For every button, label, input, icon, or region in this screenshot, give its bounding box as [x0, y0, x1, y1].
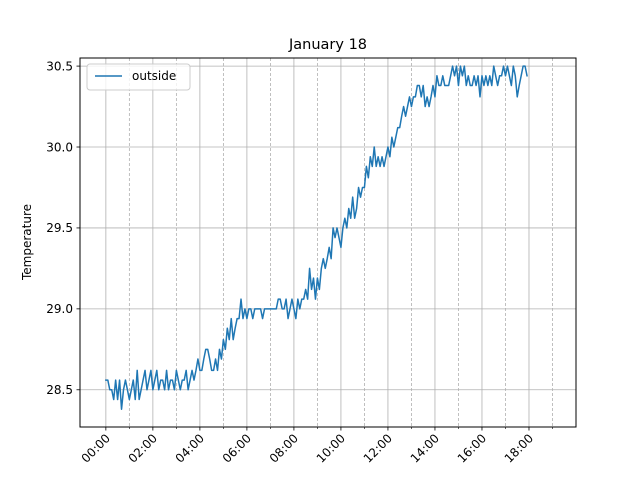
y-tick-label: 29.0: [46, 302, 73, 316]
plot-frame: [79, 57, 577, 428]
y-axis-label: Temperature: [20, 204, 34, 281]
series-line-outside: [105, 65, 528, 410]
legend: outside: [86, 63, 191, 91]
y-tick-label: 30.0: [46, 140, 73, 154]
chart-title: January 18: [288, 37, 367, 53]
legend-label-outside: outside: [132, 69, 176, 83]
legend-frame: [86, 63, 191, 91]
y-tick-label: 29.5: [46, 221, 73, 235]
y-tick-label: 30.5: [46, 59, 73, 73]
y-tick-label: 28.5: [46, 383, 73, 397]
series-layer: [105, 65, 528, 410]
